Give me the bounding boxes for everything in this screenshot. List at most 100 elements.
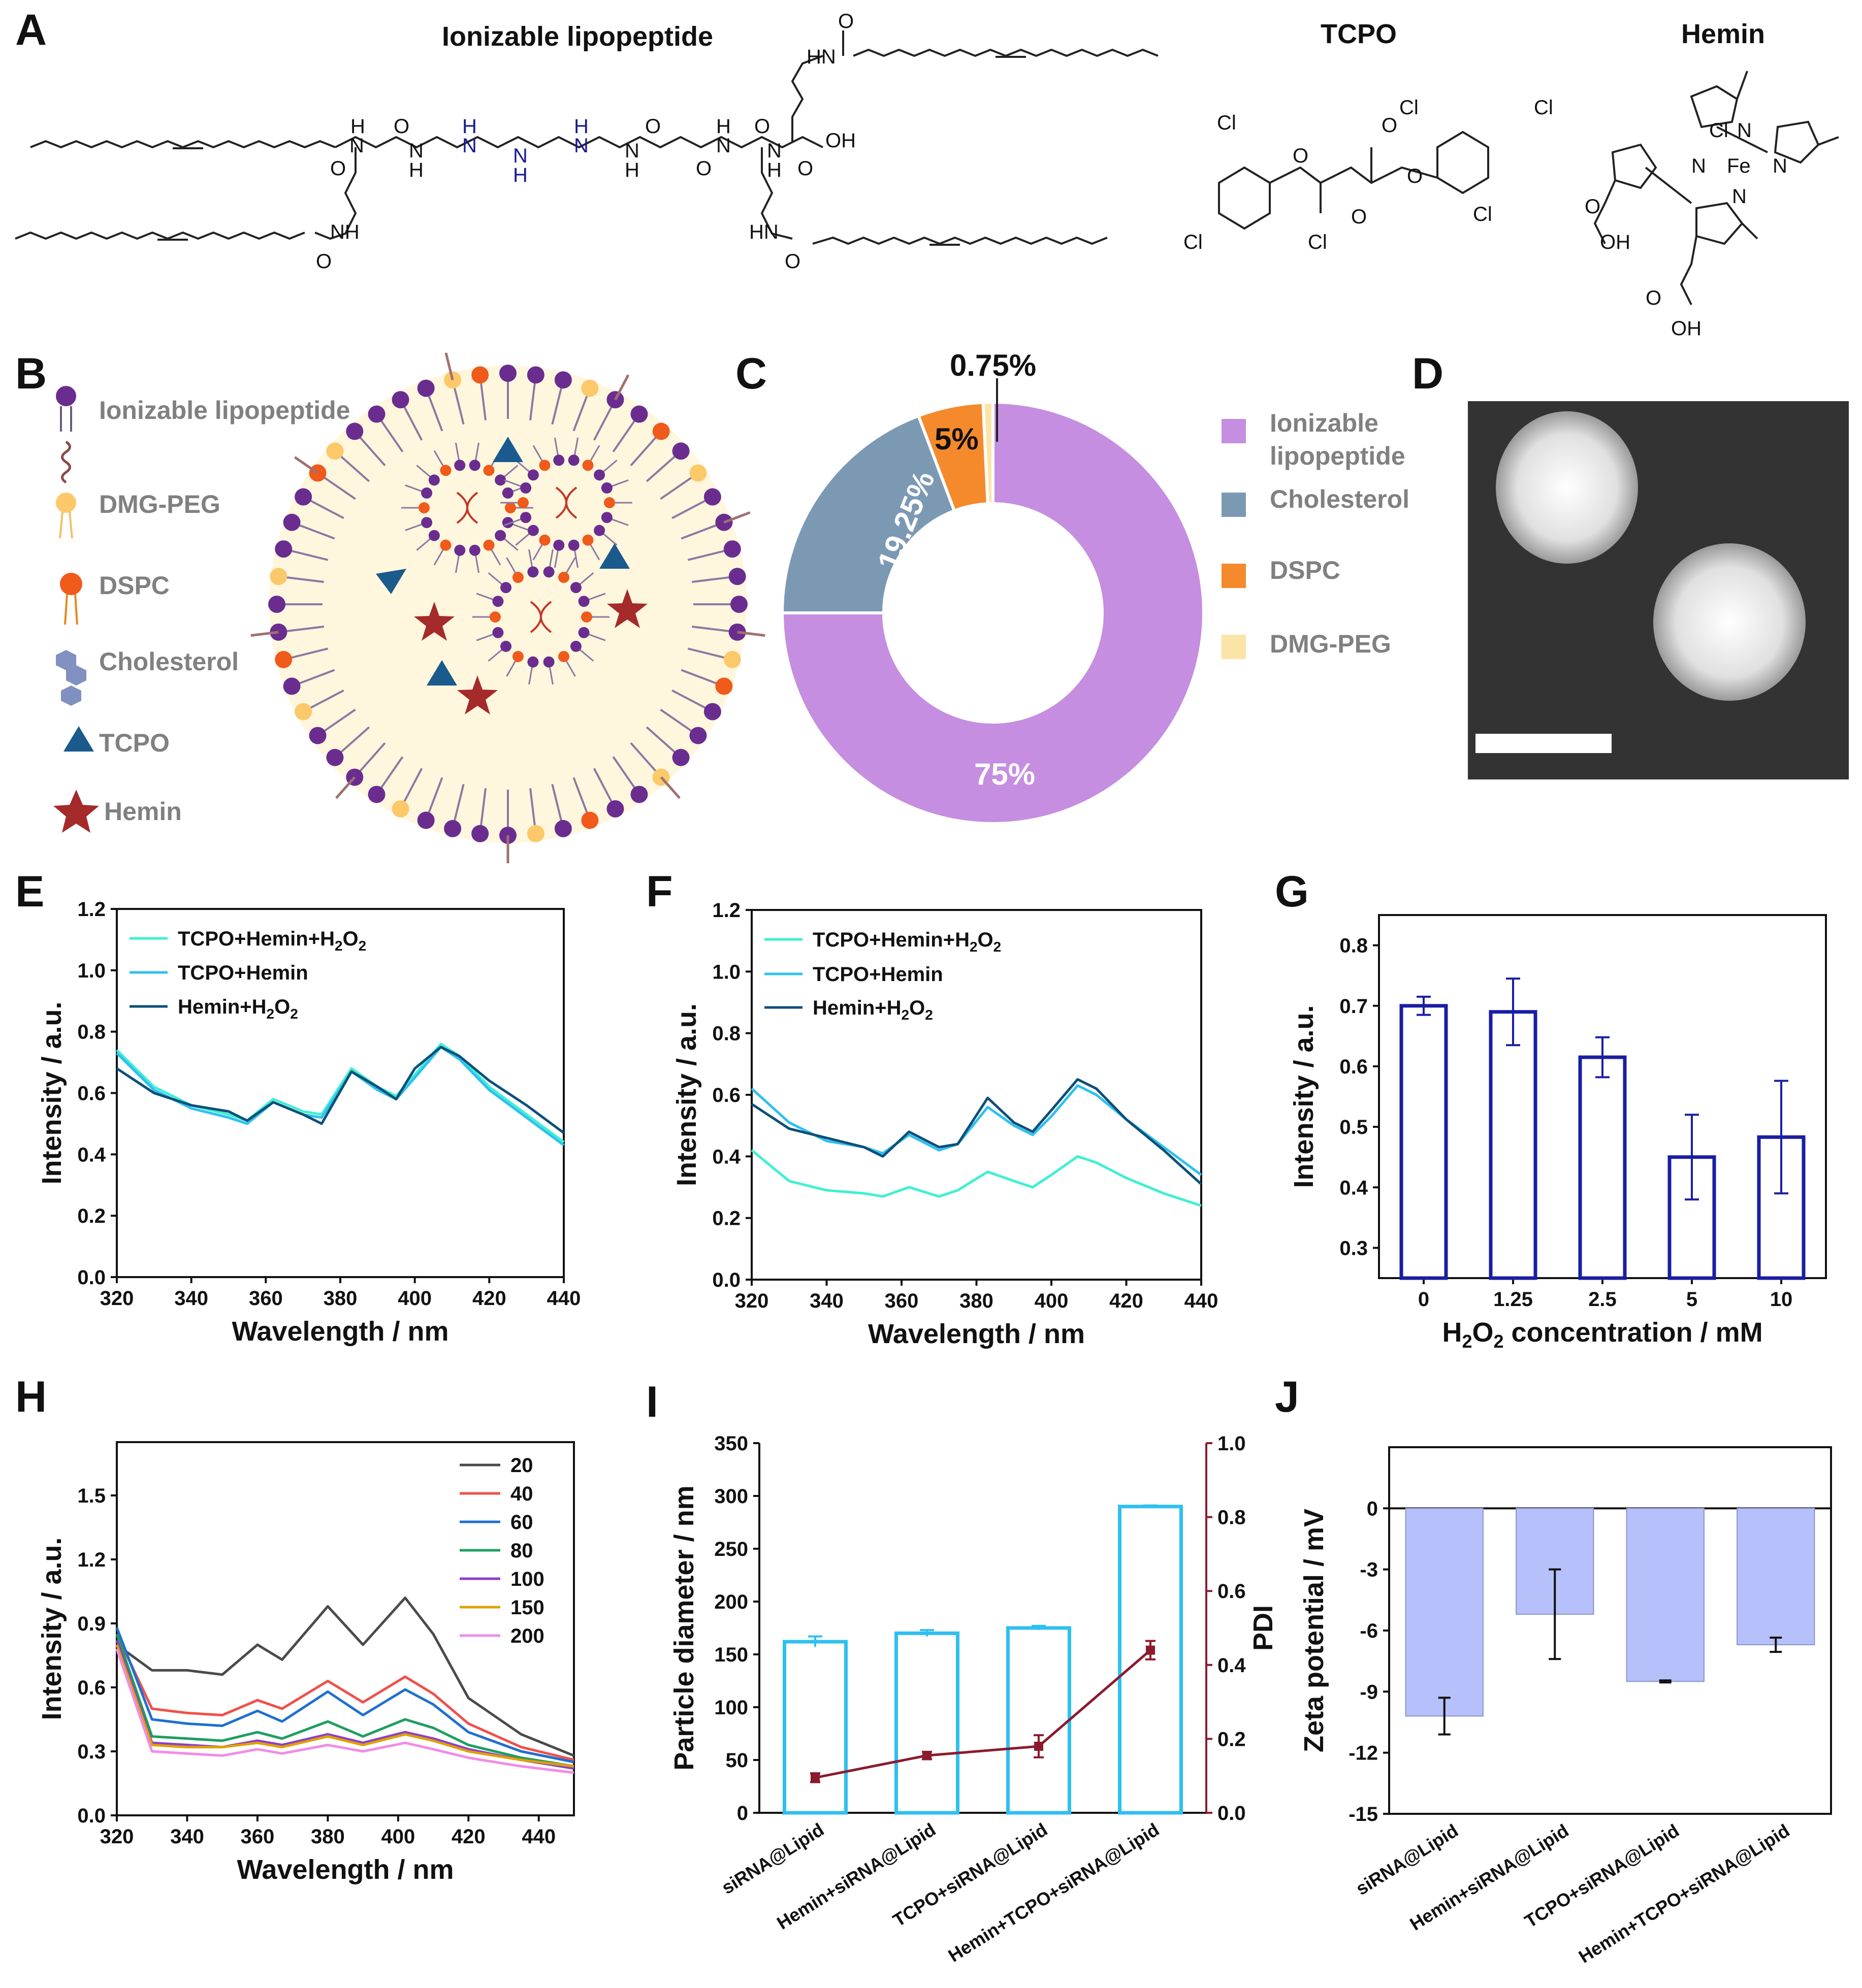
atom-label: Cl [1534,96,1553,119]
x-axis-label: Wavelength / nm [868,1319,1085,1349]
panel-label-i: I [646,1378,658,1426]
inner-lipid-head [421,517,433,529]
panel-label-g: G [1275,867,1309,916]
x-tick-label: 380 [311,1826,345,1848]
y-tick-label: 0.8 [77,1021,106,1044]
nanoparticle-2 [1653,543,1806,701]
peg-chain [614,374,630,401]
legend-label: 40 [510,1483,533,1505]
pdi-point [1034,1741,1043,1751]
y-tick-label: 1.0 [77,960,106,982]
y-axis-label: Intensity / a.u. [671,1003,702,1186]
inner-lipid-head [604,497,615,508]
x-tick-label: 360 [241,1826,275,1848]
backbone [335,136,823,149]
bar [894,1631,959,1815]
x-tick-label: 5 [1686,1288,1697,1311]
inner-lipid-head [428,530,440,541]
x-tick-label: 340 [810,1290,844,1312]
lipid-head [554,371,572,389]
sirna-helix-icon [555,486,577,519]
inner-lipid-head [570,640,582,652]
dmg-peg-chain-icon [61,440,71,484]
peg-chain [660,776,681,799]
hemin-icon [53,790,99,833]
x-tick-label: 420 [1109,1290,1143,1312]
y-tick-label: 0.8 [712,1023,741,1045]
y-tick-label: 1.2 [712,899,741,922]
y-axis-label: Intensity / a.u. [37,1001,67,1184]
peg-chain [335,776,356,799]
x-tick-label: 440 [1184,1290,1218,1312]
inner-lipid-head [500,582,512,594]
y-tick-label: 0.2 [77,1205,106,1227]
panel-label-h: H [15,1373,47,1421]
lipid-head [268,596,285,613]
dmg-peg-icon [56,493,76,513]
tcpo-icon [376,569,406,594]
inner-lipid-head [527,525,539,536]
lipid-head [417,811,435,829]
inner-lipid-head [568,539,580,551]
panel-label-f: F [646,867,673,916]
legend-label: 20 [510,1454,533,1477]
legend-label: TCPO+Hemin [813,963,943,986]
hemin-title: Hemin [1681,19,1765,49]
inner-lipid-head [578,627,590,638]
x-tick-label: 380 [324,1287,358,1310]
lipid-head [368,405,386,423]
y-tick-label: 300 [714,1485,748,1508]
inner-lipid-head [428,474,440,486]
atom-label: H [462,115,477,138]
panel-i-chart: 0 50 100 150 200 250 300 350 0.0 0.2 0.4 0.6 0.8 1.0 s… [669,1432,1278,1966]
legend-label: Hemin [104,797,182,826]
y-tick-label: 0.6 [1339,1056,1368,1078]
y2-tick-label: 0.8 [1217,1507,1246,1529]
y-tick-label: 0.2 [712,1208,741,1230]
atom-label: N [409,140,424,162]
tcpo-title: TCPO [1321,19,1397,49]
inner-lipid-head [505,502,516,513]
inner-lipid-head [558,650,569,662]
hemin-structure [1593,71,1839,305]
inner-lipid-head [553,454,565,466]
cholesterol-icon [56,650,86,706]
liposome-body [269,366,747,843]
series-line [115,1634,574,1768]
x-category-label: siRNA@Lipid [718,1819,827,1898]
tcpo-ring-right [1436,131,1489,194]
atom-label: N [767,140,782,162]
inner-lipid-head [581,611,592,623]
sirna-helix-icon [530,601,552,633]
y-tick-label: 0.6 [77,1083,106,1105]
inner-lipid-head [543,566,555,578]
atom-label: OH [825,129,856,152]
x-tick-label: 360 [885,1290,919,1312]
legend-label: DSPC [99,571,170,600]
chain-bottom-left [15,231,305,240]
legend-label: Cholesterol [1270,485,1409,513]
y-tick-label: 0.4 [712,1146,741,1168]
inner-lipid-head [582,460,594,471]
x-axis-label-part: O [1472,1317,1493,1348]
inner-lipid-head [527,469,539,481]
lipid-head [630,405,648,423]
inner-lipid-head [483,465,495,476]
x-tick-label: 1.25 [1493,1288,1533,1311]
x-axis-label-part: 2 [1493,1331,1503,1352]
inner-lipid-head [539,534,551,546]
y-tick-label: -6 [1360,1620,1378,1642]
panel-label-d: D [1412,349,1443,398]
donut-slice [780,400,1205,825]
atom-label: O [645,115,661,138]
y-tick-label: 0.3 [77,1741,106,1763]
atom-label: Cl [1709,119,1728,142]
panel-f-legend: TCPO+Hemin+H2O2 TCPO+Hemin Hemin+H2O2 [764,929,1001,1023]
x-tick-label: 380 [959,1290,993,1312]
legend-label: Ionizable lipopeptide [99,396,350,425]
peg-chain [250,631,279,637]
atom-label: Cl [1399,96,1419,119]
inner-lipid-head [594,469,605,481]
y-axis-label: Zeta potential / mV [1299,1509,1329,1752]
x-tick-label: 400 [1035,1290,1069,1312]
